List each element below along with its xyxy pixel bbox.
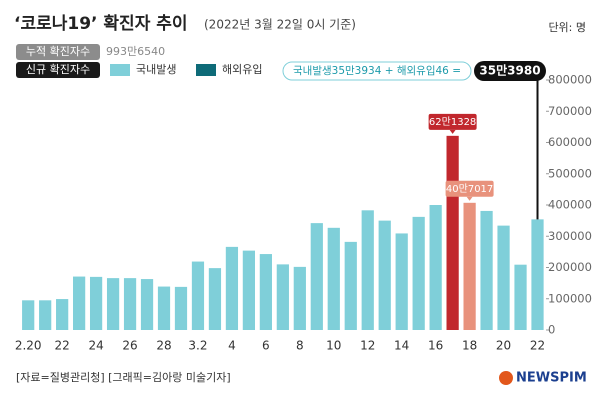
bar bbox=[157, 286, 171, 330]
annotation-box bbox=[282, 61, 472, 81]
bar bbox=[463, 202, 476, 330]
chart-subtitle: (2022년 3월 22일 0시 기준) bbox=[204, 18, 356, 32]
bar bbox=[446, 135, 459, 330]
x-tick-label: 22 bbox=[55, 339, 70, 353]
bar bbox=[89, 276, 103, 330]
bar bbox=[378, 220, 391, 330]
x-tick-label: 18 bbox=[462, 339, 477, 353]
x-tick-label: 3.2 bbox=[188, 339, 207, 353]
bar bbox=[225, 246, 239, 330]
bar bbox=[242, 250, 256, 330]
y-tick-label: 0 bbox=[548, 323, 555, 337]
unit-label: 단위: 명 bbox=[548, 21, 586, 34]
logo-icon bbox=[499, 371, 513, 385]
bar bbox=[531, 219, 544, 330]
value-label: 40만7017 bbox=[446, 183, 493, 195]
x-tick-label: 14 bbox=[394, 339, 409, 353]
legend-label: 해외유입 bbox=[222, 62, 262, 76]
x-tick-label: 10 bbox=[326, 339, 341, 353]
bar bbox=[497, 225, 510, 330]
bar bbox=[39, 300, 52, 330]
x-tick-label: 16 bbox=[428, 339, 443, 353]
bar bbox=[327, 227, 340, 330]
annotation-text: 국내발생35만3934 + 해외유입46 = bbox=[293, 64, 461, 77]
bar bbox=[344, 241, 357, 330]
bar bbox=[191, 261, 205, 330]
y-tick-label: 600000 bbox=[548, 135, 592, 149]
cumulative-label: 누적 확진자수 bbox=[26, 45, 90, 58]
chart-title: ‘코로나19’ 확진자 추이 bbox=[14, 14, 188, 34]
legend-swatch bbox=[110, 64, 130, 76]
y-tick-label: 500000 bbox=[548, 166, 592, 180]
x-tick-label: 22 bbox=[530, 339, 545, 353]
bar bbox=[208, 268, 222, 330]
value-label-pointer bbox=[449, 129, 456, 134]
new-label: 신규 확진자수 bbox=[26, 63, 90, 76]
y-tick-label: 300000 bbox=[548, 229, 592, 243]
bar bbox=[73, 276, 86, 330]
x-tick-label: 26 bbox=[122, 339, 137, 353]
new-pill bbox=[16, 62, 100, 78]
x-tick-label: 24 bbox=[88, 339, 103, 353]
bar bbox=[22, 300, 35, 330]
bar bbox=[429, 205, 442, 330]
x-tick-label: 8 bbox=[296, 339, 304, 353]
bar bbox=[174, 286, 188, 330]
bar bbox=[106, 278, 120, 330]
y-tick-label: 100000 bbox=[548, 291, 592, 305]
source: [자료=질병관리청] [그래픽=김아랑 미술기자] bbox=[16, 371, 231, 384]
value-label-pointer bbox=[466, 196, 473, 201]
x-tick-label: 12 bbox=[360, 339, 375, 353]
bar bbox=[259, 254, 272, 330]
bar bbox=[123, 278, 137, 330]
bar bbox=[140, 279, 154, 330]
bar bbox=[395, 233, 408, 330]
x-tick-label: 6 bbox=[262, 339, 270, 353]
bar bbox=[56, 299, 69, 330]
x-tick-label: 2.20 bbox=[15, 339, 42, 353]
bar bbox=[480, 210, 493, 330]
bar bbox=[514, 264, 527, 330]
y-tick-label: 400000 bbox=[548, 198, 592, 212]
bar bbox=[412, 216, 425, 330]
value-label: 62만1328 bbox=[429, 116, 476, 128]
bar bbox=[276, 264, 289, 330]
logo: NEWSPIM bbox=[516, 371, 587, 386]
value-label-box bbox=[445, 180, 494, 197]
x-tick-label: 28 bbox=[156, 339, 171, 353]
cumulative-pill bbox=[16, 44, 100, 60]
legend-label: 국내발생 bbox=[136, 63, 176, 76]
x-tick-label: 4 bbox=[228, 339, 236, 353]
x-tick-label: 20 bbox=[496, 339, 511, 353]
y-tick-label: 700000 bbox=[548, 104, 592, 118]
cumulative-value: 993만6540 bbox=[106, 45, 165, 58]
y-tick-label: 200000 bbox=[548, 260, 592, 274]
legend-swatch bbox=[196, 64, 216, 76]
value-label-box bbox=[428, 113, 477, 130]
bar bbox=[293, 266, 306, 330]
bar bbox=[310, 223, 323, 330]
y-tick-label: 800000 bbox=[548, 73, 592, 87]
total-label: 35만3980 bbox=[479, 63, 540, 78]
bar bbox=[361, 210, 374, 330]
total-pill bbox=[474, 61, 546, 81]
